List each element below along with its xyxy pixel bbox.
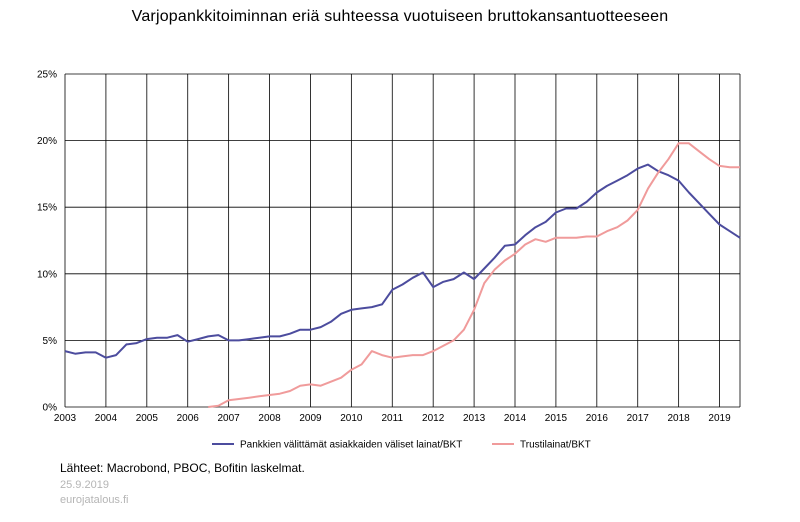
x-tick-label: 2005 xyxy=(136,413,159,424)
x-tick-label: 2004 xyxy=(95,413,118,424)
x-tick-label: 2014 xyxy=(504,413,527,424)
y-tick-label: 0% xyxy=(43,403,58,414)
site-name: eurojatalous.fi xyxy=(60,494,129,506)
y-tick-label: 15% xyxy=(37,203,57,214)
legend-label-1: Pankkien välittämät asiakkaiden väliset … xyxy=(240,440,462,451)
y-tick-label: 10% xyxy=(37,269,57,280)
y-tick-label: 5% xyxy=(43,336,58,347)
x-tick-label: 2012 xyxy=(422,413,445,424)
x-tick-label: 2015 xyxy=(545,413,568,424)
y-tick-label: 20% xyxy=(37,136,57,147)
x-tick-label: 2008 xyxy=(258,413,281,424)
x-tick-label: 2011 xyxy=(382,413,404,424)
chart-title: Varjopankkitoiminnan eriä suhteessa vuot… xyxy=(131,8,669,25)
x-tick-label: 2016 xyxy=(586,413,609,424)
x-axis-tick-labels: 2003 2004 2005 2006 2007 2008 2009 2010 2011 2012… xyxy=(54,413,731,424)
x-tick-label: 2017 xyxy=(627,413,650,424)
series-line-2 xyxy=(208,142,740,408)
x-tick-label: 2007 xyxy=(218,413,241,424)
legend-label-2: Trustilainat/BKT xyxy=(520,440,591,451)
x-tick-label: 2018 xyxy=(668,413,691,424)
data-series xyxy=(64,142,741,408)
x-tick-label: 2019 xyxy=(708,413,731,424)
series-line-1 xyxy=(64,163,741,359)
x-tick-label: 2006 xyxy=(177,413,200,424)
x-tick-label: 2009 xyxy=(299,413,322,424)
source-note: Lähteet: Macrobond, PBOC, Bofitin laskel… xyxy=(60,461,305,475)
y-axis-tick-labels: 0% 5% 10% 15% 20% 25% xyxy=(37,70,57,414)
publish-date: 25.9.2019 xyxy=(60,479,109,491)
y-tick-label: 25% xyxy=(37,70,57,81)
x-tick-label: 2013 xyxy=(463,413,486,424)
x-tick-label: 2010 xyxy=(340,413,363,424)
x-tick-label: 2003 xyxy=(54,413,77,424)
legend: Pankkien välittämät asiakkaiden väliset … xyxy=(212,440,591,451)
